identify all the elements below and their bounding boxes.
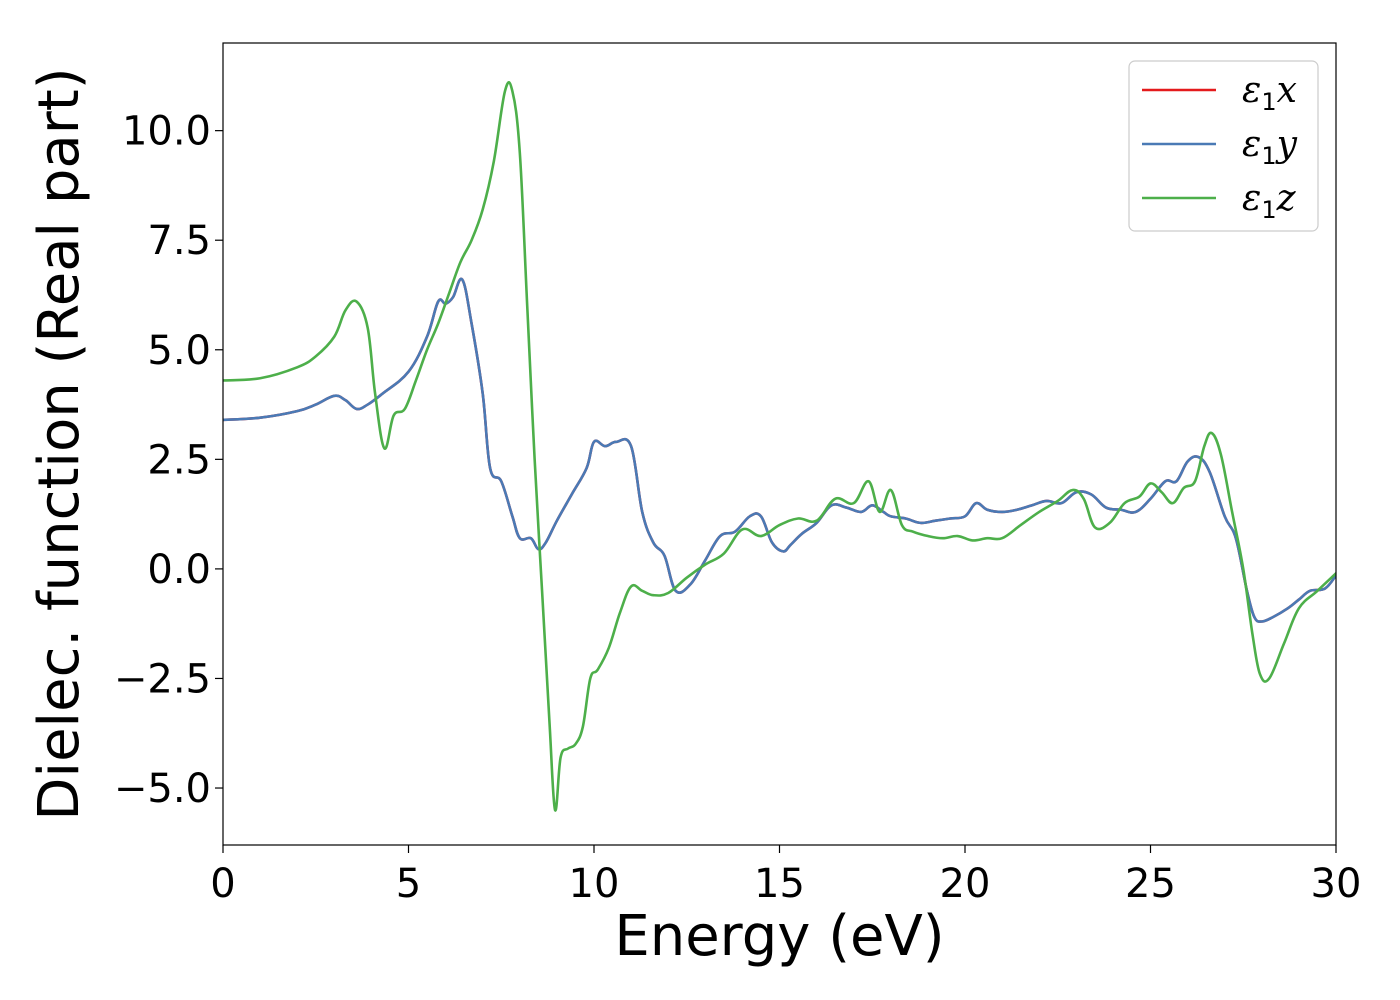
series-line-eps1-y	[223, 277, 1336, 623]
y-axis-title: Dielec. function (Real part)	[27, 67, 92, 820]
legend: ε1x ε1y ε1z	[1128, 60, 1319, 232]
y-tick-label: 7.5	[147, 218, 211, 264]
y-tick-label: 2.5	[147, 437, 211, 483]
legend-label-eps1-y: ε1y	[1242, 124, 1298, 170]
legend-box	[1128, 60, 1319, 232]
x-tick-label: 0	[210, 861, 235, 907]
x-tick-label: 20	[940, 861, 991, 907]
y-tick-label: −5.0	[114, 766, 211, 812]
y-tick-label: 10.0	[122, 109, 211, 155]
x-tick-label: 5	[396, 861, 421, 907]
series-layer	[223, 81, 1336, 812]
axis-layer: 0 5 10 15 20 25 30 −5.0 −2.5 0.0 2.5 5.0 7.5 10.0	[114, 109, 1362, 907]
y-tick-label: 5.0	[147, 328, 211, 374]
x-tick-label: 15	[754, 861, 805, 907]
series-line-eps1-z	[223, 81, 1336, 812]
y-tick-label: 0.0	[147, 547, 211, 593]
x-axis-title: Energy (eV)	[614, 904, 944, 969]
x-tick-label: 10	[569, 861, 620, 907]
series-line-eps1-x	[223, 277, 1336, 623]
x-tick-label: 30	[1311, 861, 1362, 907]
x-tick-label: 25	[1125, 861, 1176, 907]
legend-label-eps1-z: ε1z	[1242, 178, 1297, 224]
y-tick-label: −2.5	[114, 656, 211, 702]
legend-label-eps1-x: ε1x	[1242, 70, 1297, 116]
